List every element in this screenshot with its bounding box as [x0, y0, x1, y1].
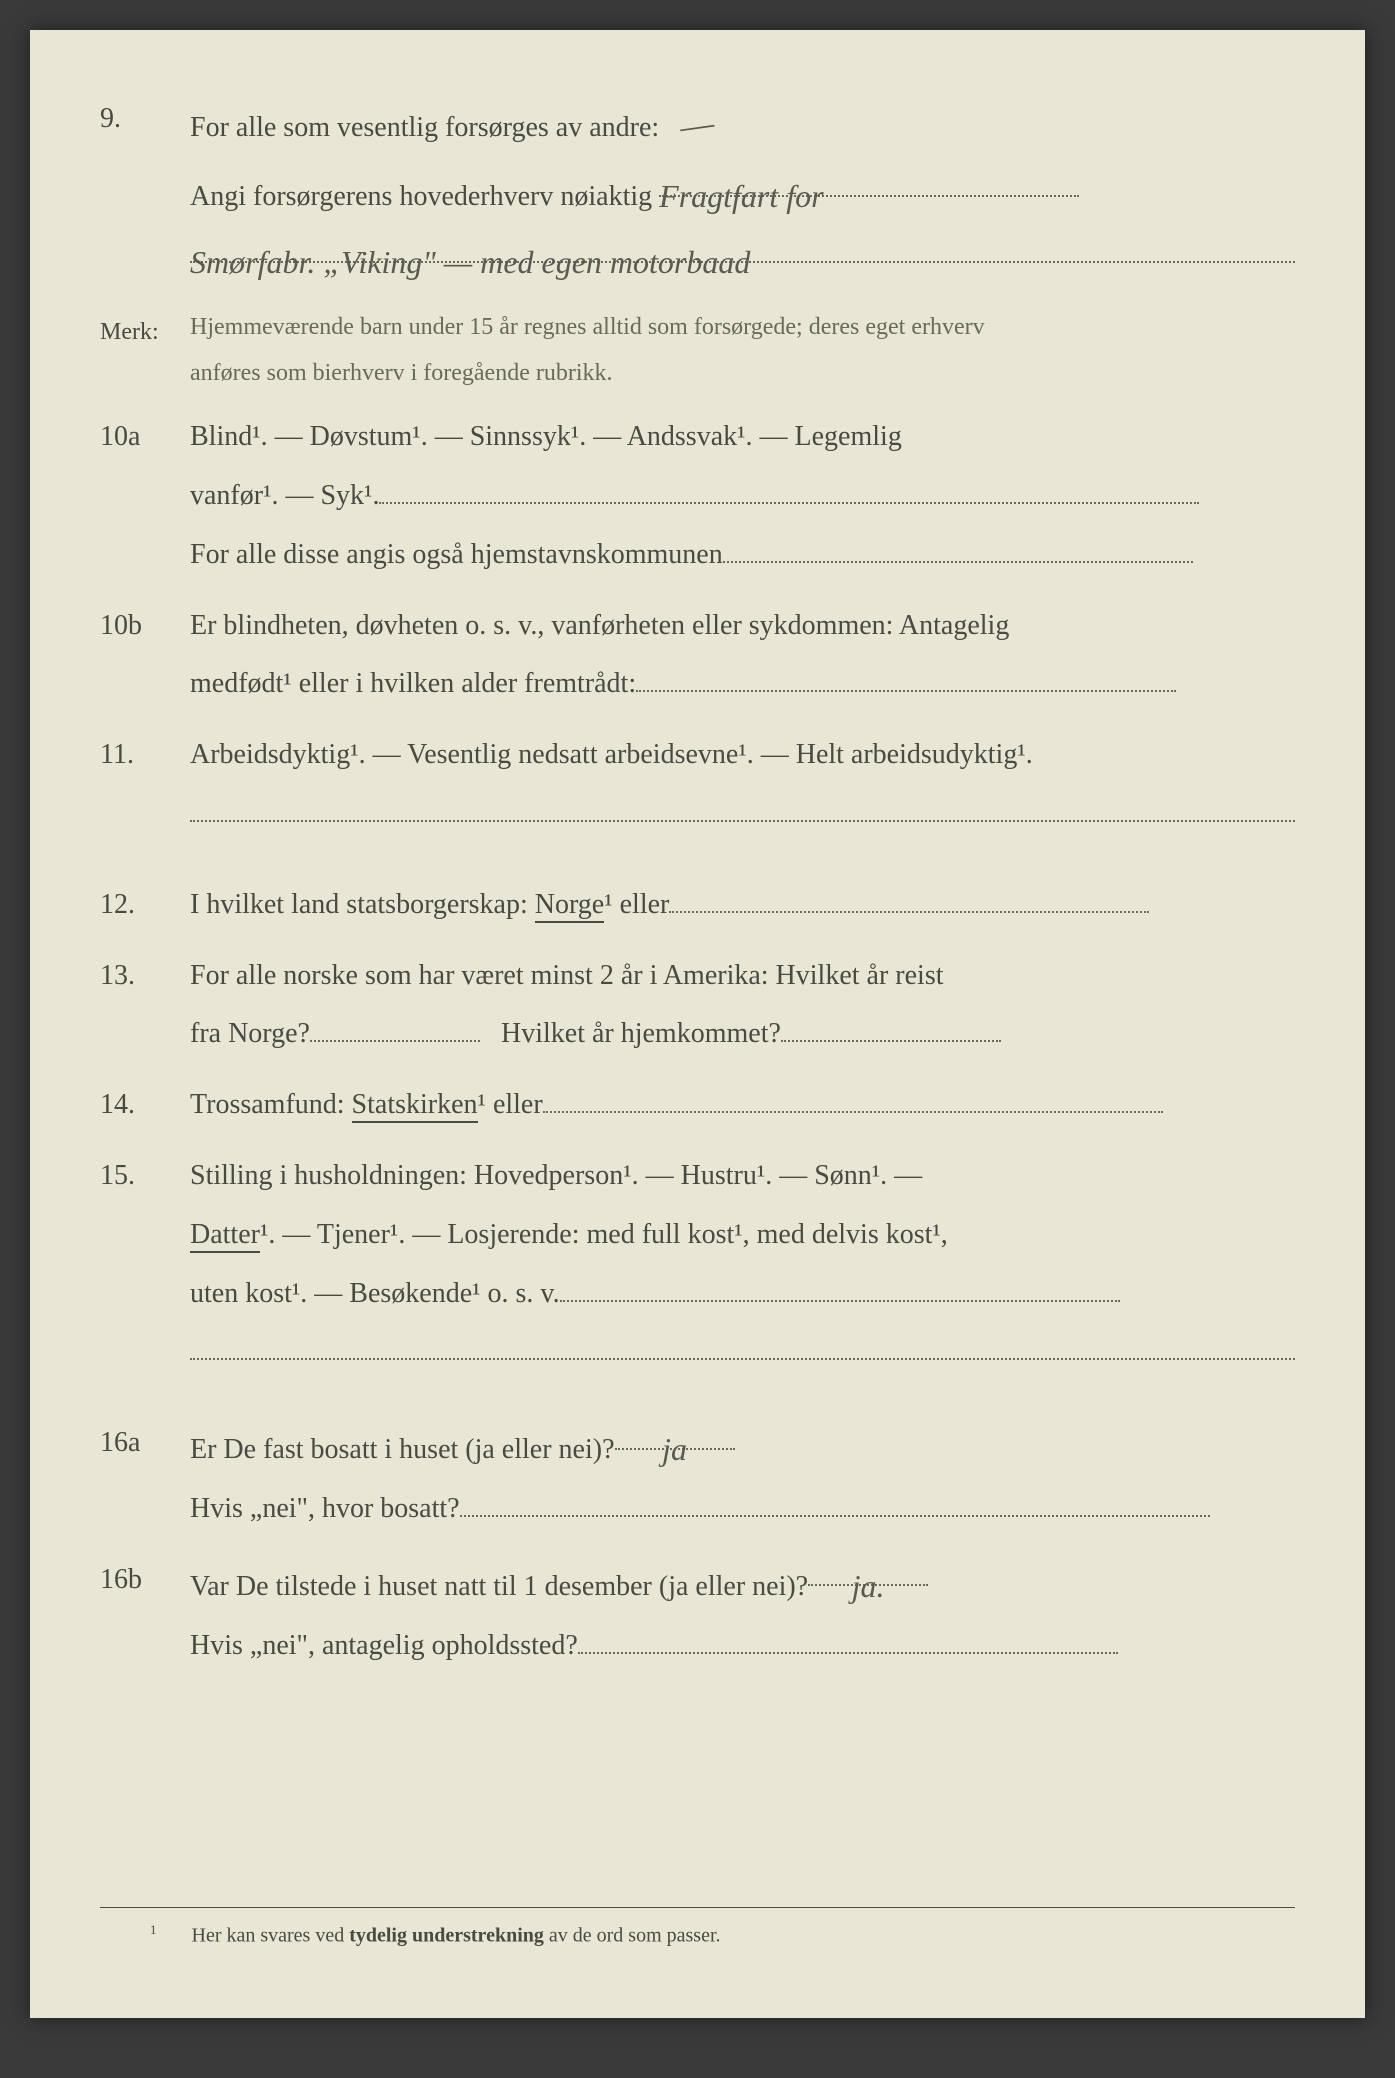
- q16a-number: 16a: [100, 1414, 190, 1468]
- q10a-blank1: [379, 468, 1199, 504]
- document-page: 9. For alle som vesentlig forsørges av a…: [30, 30, 1365, 2018]
- q9-hand2: Smørfabr. „Viking" — med egen motorbaad: [190, 244, 750, 280]
- q10a-line1: Blind¹. — Døvstum¹. — Sinnssyk¹. — Andss…: [190, 421, 902, 452]
- footnote-rule: [100, 1907, 1295, 1908]
- q12-post: ¹ eller: [604, 889, 669, 920]
- question-13: 13. For alle norske som har været minst …: [100, 947, 1295, 1065]
- q13-line2a: fra Norge?: [190, 1018, 310, 1049]
- q9-blank1: Fragtfart for: [659, 161, 1079, 197]
- question-9: 9. For alle som vesentlig forsørges av a…: [100, 90, 1295, 293]
- q14-pre: Trossamfund:: [190, 1089, 352, 1120]
- q12-number: 12.: [100, 876, 190, 930]
- q10a-line3: For alle disse angis også hjemstavnskomm…: [190, 539, 723, 570]
- footnote-body: Her kan svares ved tydelig understreknin…: [192, 1925, 721, 1947]
- merk-label: Merk:: [100, 305, 190, 354]
- q9-line1: For alle som vesentlig forsørges av andr…: [190, 112, 659, 143]
- q10a-content: Blind¹. — Døvstum¹. — Sinnssyk¹. — Andss…: [190, 408, 1295, 584]
- q16b-content: Var De tilstede i huset natt til 1 desem…: [190, 1551, 1295, 1676]
- merk-text1: Hjemmeværende barn under 15 år regnes al…: [190, 314, 985, 340]
- q9-blank2: Smørfabr. „Viking" — med egen motorbaad: [190, 227, 1295, 263]
- q10a-line2: vanfør¹. — Syk¹.: [190, 480, 379, 511]
- q10b-content: Er blindheten, døvheten o. s. v., vanfør…: [190, 597, 1295, 715]
- q15-line1: Stilling i husholdningen: Hovedperson¹. …: [190, 1160, 922, 1191]
- q16b-line2: Hvis „nei", antagelig opholdssted?: [190, 1630, 578, 1661]
- q14-post: ¹ eller: [478, 1089, 543, 1120]
- q10a-number: 10a: [100, 408, 190, 462]
- q14-blank: [543, 1078, 1163, 1114]
- q9-hand1: Fragtfart for: [659, 178, 823, 214]
- spacer: [100, 856, 1295, 876]
- q12-norge: Norge: [535, 889, 604, 923]
- q15-number: 15.: [100, 1147, 190, 1201]
- question-16b: 16b Var De tilstede i huset natt til 1 d…: [100, 1551, 1295, 1676]
- q13-blank1: [310, 1007, 480, 1043]
- q10b-blank: [636, 657, 1176, 693]
- question-11: 11. Arbeidsdyktig¹. — Vesentlig nedsatt …: [100, 726, 1295, 844]
- spacer2: [100, 1394, 1295, 1414]
- q16a-blank2: [460, 1481, 1210, 1517]
- q12-pre: I hvilket land statsborgerskap:: [190, 889, 535, 920]
- merk-text2: anføres som bierhverv i foregående rubri…: [190, 360, 613, 386]
- question-16a: 16a Er De fast bosatt i huset (ja eller …: [100, 1414, 1295, 1539]
- q9-content: For alle som vesentlig forsørges av andr…: [190, 90, 1295, 293]
- question-10b: 10b Er blindheten, døvheten o. s. v., va…: [100, 597, 1295, 715]
- q9-line2-pre: Angi forsørgerens hovederhverv nøiaktig: [190, 181, 652, 212]
- merk-content: Hjemmeværende barn under 15 år regnes al…: [190, 305, 1295, 396]
- q16a-blank1: ja: [615, 1414, 735, 1450]
- q13-content: For alle norske som har været minst 2 år…: [190, 947, 1295, 1065]
- q11-number: 11.: [100, 726, 190, 780]
- q13-line2b: Hvilket år hjemkommet?: [501, 1018, 781, 1049]
- dash-mark: —: [675, 88, 719, 163]
- footnote-text: 1 Her kan svares ved tydelig understrekn…: [100, 1922, 1295, 1948]
- q10b-line2: medfødt¹ eller i hvilken alder fremtrådt…: [190, 668, 636, 699]
- q15-blank2: [190, 1325, 1295, 1361]
- q14-content: Trossamfund: Statskirken¹ eller: [190, 1076, 1295, 1135]
- footnote-sup: 1: [150, 1922, 157, 1937]
- q10a-blank2: [723, 527, 1193, 563]
- q11-content: Arbeidsdyktig¹. — Vesentlig nedsatt arbe…: [190, 726, 1295, 844]
- q16b-blank1: ja.: [808, 1551, 928, 1587]
- q16a-line1: Er De fast bosatt i huset (ja eller nei)…: [190, 1434, 615, 1465]
- q16a-hand: ja: [662, 1431, 687, 1467]
- merk-row: Merk: Hjemmeværende barn under 15 år reg…: [100, 305, 1295, 396]
- q15-content: Stilling i husholdningen: Hovedperson¹. …: [190, 1147, 1295, 1382]
- q13-line1: For alle norske som har været minst 2 år…: [190, 960, 944, 991]
- q9-number: 9.: [100, 90, 190, 144]
- q15-blank1: [560, 1266, 1120, 1302]
- q13-blank2: [781, 1007, 1001, 1043]
- question-15: 15. Stilling i husholdningen: Hovedperso…: [100, 1147, 1295, 1382]
- q16b-blank2: [578, 1618, 1118, 1654]
- q12-blank: [669, 877, 1149, 913]
- q15-line3: uten kost¹. — Besøkende¹ o. s. v.: [190, 1278, 560, 1309]
- q14-number: 14.: [100, 1076, 190, 1130]
- q10b-number: 10b: [100, 597, 190, 651]
- question-12: 12. I hvilket land statsborgerskap: Norg…: [100, 876, 1295, 935]
- question-10a: 10a Blind¹. — Døvstum¹. — Sinnssyk¹. — A…: [100, 408, 1295, 584]
- footnote-area: 1 Her kan svares ved tydelig understrekn…: [100, 1877, 1295, 1948]
- q14-stats: Statskirken: [352, 1089, 478, 1123]
- q16b-number: 16b: [100, 1551, 190, 1605]
- q15-line2b: ¹. — Tjener¹. — Losjerende: med full kos…: [260, 1219, 948, 1250]
- q16b-hand: ja.: [852, 1568, 885, 1604]
- q10b-line1: Er blindheten, døvheten o. s. v., vanfør…: [190, 610, 1009, 641]
- q16a-line2: Hvis „nei", hvor bosatt?: [190, 1493, 460, 1524]
- q13-number: 13.: [100, 947, 190, 1001]
- q11-text: Arbeidsdyktig¹. — Vesentlig nedsatt arbe…: [190, 739, 1033, 770]
- q15-datter: Datter: [190, 1219, 260, 1253]
- q12-content: I hvilket land statsborgerskap: Norge¹ e…: [190, 876, 1295, 935]
- q16a-content: Er De fast bosatt i huset (ja eller nei)…: [190, 1414, 1295, 1539]
- question-14: 14. Trossamfund: Statskirken¹ eller: [100, 1076, 1295, 1135]
- q16b-line1: Var De tilstede i huset natt til 1 desem…: [190, 1571, 808, 1602]
- q11-blank: [190, 786, 1295, 822]
